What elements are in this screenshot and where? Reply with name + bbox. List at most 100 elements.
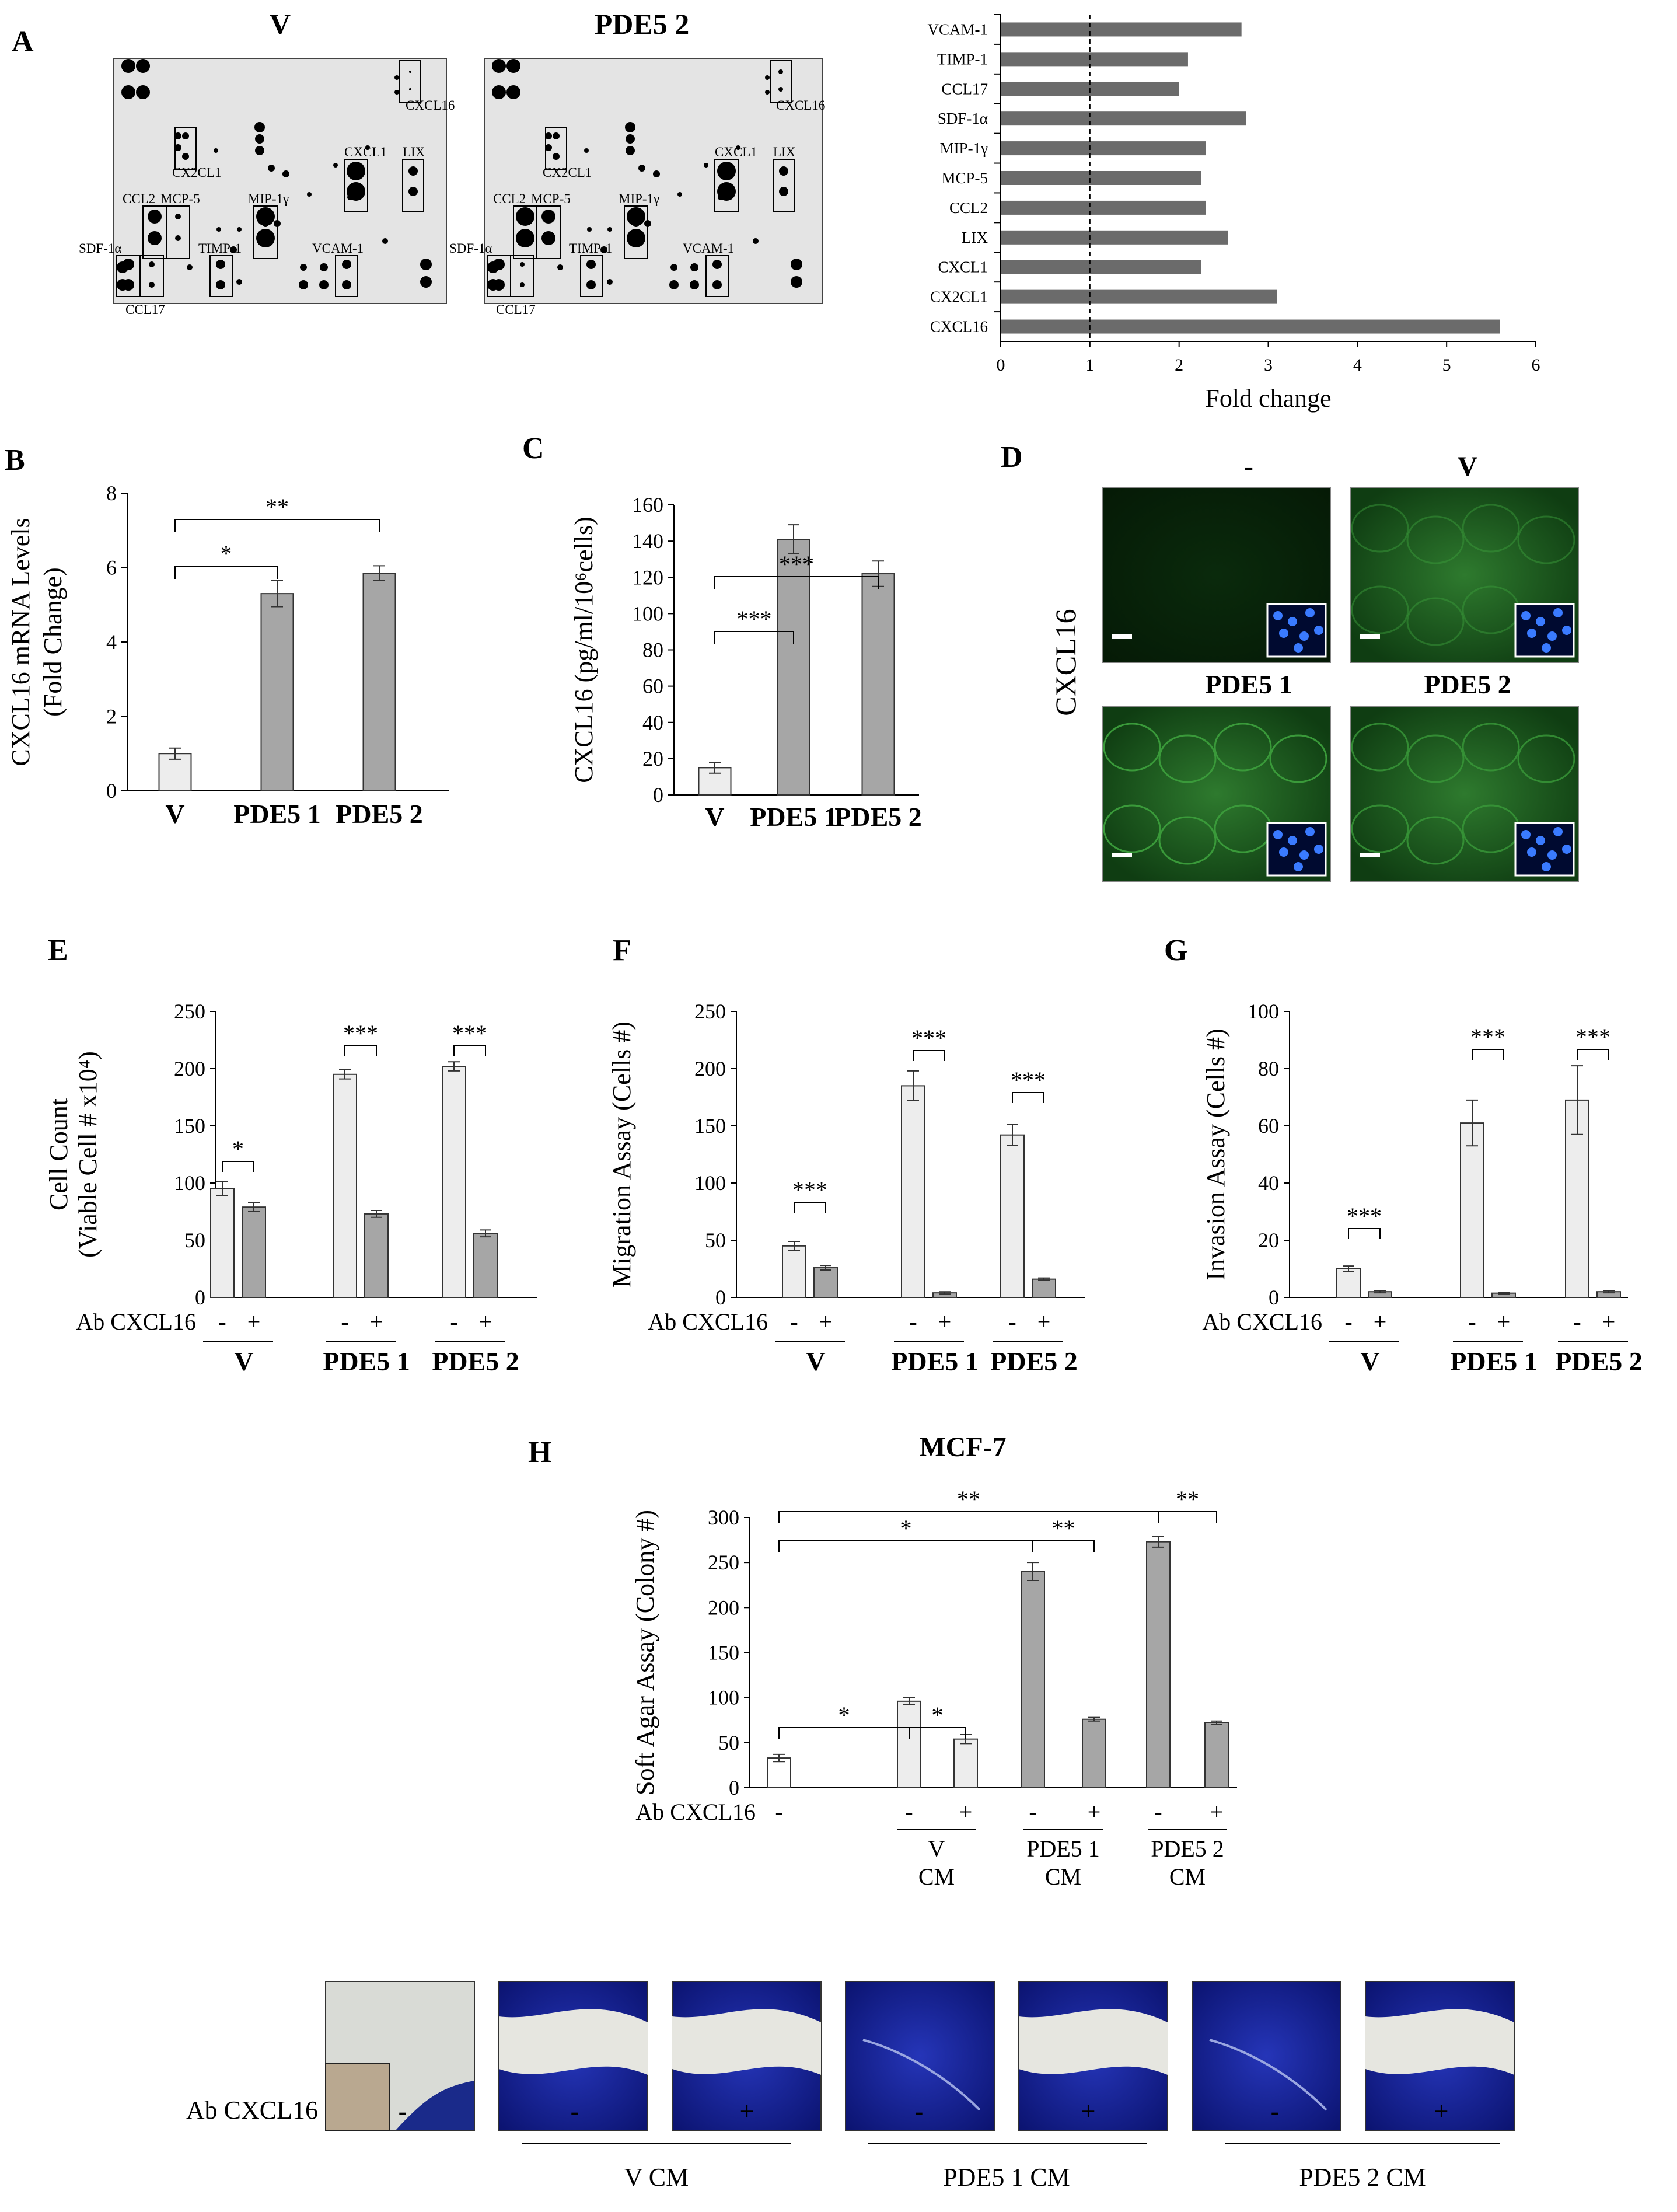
array-spot: [174, 132, 181, 139]
ab-label: Ab CXCL16: [635, 1799, 756, 1825]
bar: [767, 1757, 791, 1789]
array-spot: [320, 263, 328, 271]
tick-label: 50: [705, 1229, 726, 1252]
bar: [260, 593, 294, 791]
tick-label: 200: [708, 1596, 739, 1619]
y-axis-label: Invasion Assay (Cells #): [1201, 1028, 1230, 1280]
tick-label: 50: [718, 1731, 739, 1754]
significance-bracket: [1158, 1511, 1217, 1523]
if-panel: CXCL16 - V PDE5 1 PDE5 2: [1049, 451, 1579, 882]
array-spot: [779, 166, 788, 176]
category-label: PDE5 2: [834, 802, 922, 832]
array-spot: [779, 187, 788, 196]
nucleus: [1536, 617, 1545, 626]
tick-label: 200: [174, 1057, 205, 1080]
bar: [861, 573, 895, 796]
panel-letter-a: A: [12, 25, 34, 58]
significance-bracket: [1348, 1228, 1381, 1239]
bar: [1000, 1134, 1025, 1299]
sign-label: -: [1029, 1799, 1036, 1825]
cell-outline: [1351, 723, 1409, 772]
array-spot: [342, 260, 351, 269]
ab-label: Ab CXCL16: [1202, 1309, 1322, 1335]
sign-label: -: [1344, 1309, 1352, 1335]
array-spot: [627, 229, 645, 247]
nucleus: [1562, 626, 1571, 635]
array-spot: [516, 229, 534, 247]
significance-bracket: [909, 1727, 966, 1739]
array-spot: [420, 259, 432, 270]
array-label: VCAM-1: [683, 241, 734, 256]
photo-cells: [845, 1981, 995, 2131]
significance-bracket: [1577, 1049, 1609, 1060]
array-spot: [216, 227, 221, 232]
tick-label: 50: [184, 1229, 205, 1252]
bar: [1460, 1122, 1484, 1298]
nucleus: [1527, 847, 1536, 857]
array-spot: [149, 261, 155, 267]
tick-label: 0: [715, 1286, 726, 1309]
sign-label: -: [341, 1309, 348, 1335]
array-label: VCAM-1: [312, 241, 364, 256]
array-spot: [670, 264, 677, 271]
array-box: [209, 255, 233, 297]
array-spot: [553, 153, 560, 160]
array-spot: [541, 231, 555, 245]
cell-outline: [1406, 816, 1465, 865]
array-spot: [704, 163, 708, 168]
array-v-membrane: [113, 58, 447, 304]
array-label: MIP-1γ: [248, 191, 289, 206]
array-spot: [420, 276, 432, 288]
nucleus: [1547, 850, 1557, 860]
array-spot: [307, 192, 312, 197]
nucleus: [1547, 631, 1557, 641]
bar: [1001, 289, 1277, 304]
nucleus: [1536, 836, 1545, 845]
tick-label: 100: [632, 602, 663, 625]
category-label: TIMP-1: [937, 50, 988, 68]
nucleus: [1314, 845, 1323, 854]
photo-group-pde1: PDE5 1 CM: [943, 2163, 1070, 2192]
sign-label: -: [1008, 1309, 1016, 1335]
array-spot: [299, 280, 308, 289]
sign-label: -: [1154, 1799, 1162, 1825]
array-spot: [136, 85, 150, 99]
bar: [1082, 1718, 1106, 1789]
category-label: CXCL1: [938, 259, 988, 276]
array-box: [174, 127, 197, 170]
scale-bar: [1112, 634, 1132, 639]
bar: [158, 753, 192, 791]
array-box: [705, 255, 729, 297]
array-box: [253, 205, 278, 259]
photo-sign-pde1-minus: -: [915, 2097, 924, 2126]
significance-label: *: [900, 1515, 912, 1541]
significance-bracket: [778, 1511, 1159, 1523]
significance-bracket: [778, 1540, 1033, 1552]
bar: [901, 1085, 925, 1299]
category-label: PDE5 1: [750, 802, 837, 832]
array-box: [624, 205, 648, 259]
bar: [333, 1073, 357, 1299]
array-spot: [182, 132, 189, 139]
nucleus: [1294, 862, 1303, 871]
y-axis-label: CXCL16 mRNA Levels: [6, 518, 35, 766]
nucleus: [1294, 643, 1303, 653]
scale-bar: [1360, 853, 1380, 857]
array-spot: [584, 148, 589, 153]
array-spot: [765, 75, 770, 80]
y-axis-label: (Viable Cell # x10⁴): [74, 1051, 102, 1258]
bar: [1204, 1722, 1229, 1788]
array-label: CCL2: [493, 191, 526, 206]
significance-label: ***: [1011, 1067, 1046, 1093]
tick-label: 5: [1442, 355, 1451, 375]
array-label: SDF-1α: [79, 241, 121, 256]
array-spot: [254, 122, 265, 132]
bar: [1001, 52, 1188, 67]
significance-label: ***: [737, 606, 772, 632]
soft-agar-photos: [325, 1981, 1515, 2131]
array-pde-title: PDE5 2: [595, 8, 690, 40]
tick-label: 0: [997, 355, 1005, 375]
array-spot: [255, 134, 264, 144]
array-spot: [175, 214, 181, 219]
